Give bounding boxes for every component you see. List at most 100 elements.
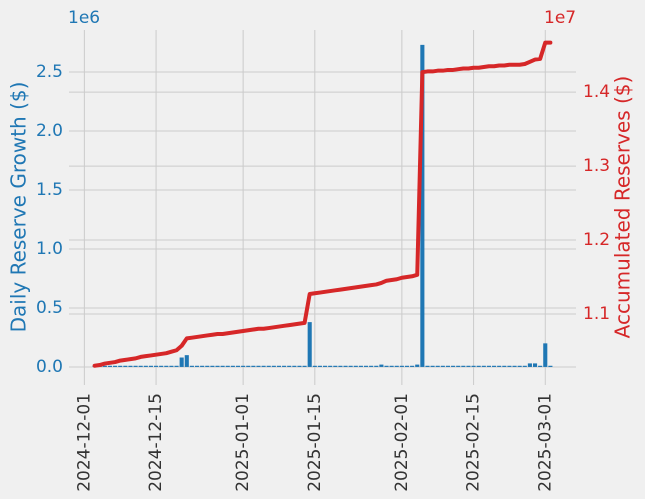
x-tick-label: 2025-02-15 [464,393,484,492]
bar [271,365,276,367]
bar [548,365,553,367]
bar [292,365,297,367]
bar [148,365,153,367]
x-tick-label: 2025-01-15 [305,393,325,492]
bar [456,365,461,367]
bar [246,365,251,367]
y2-tick-label: 1.3 [583,156,610,176]
y2-axis-label: Accumulated Reserves ($) [611,76,635,339]
bar [502,365,507,367]
bar [235,365,241,367]
y2-tick-label: 1.1 [583,304,610,324]
bar [128,365,133,367]
bar [102,365,107,367]
bar [230,365,235,367]
y-tick-label: 0.0 [36,357,63,377]
bar [353,365,358,367]
x-tick-label: 2025-01-01 [233,393,253,492]
bar [481,365,486,367]
bar [343,365,348,367]
bar [261,365,266,367]
bar [440,365,445,367]
bar [287,365,292,367]
bar [312,365,317,367]
y2-offset-label: 1e7 [544,8,576,28]
bar [497,365,502,367]
bar [379,364,384,367]
bar [476,365,481,367]
bar [512,365,517,367]
bar [517,365,522,367]
bar [430,365,435,367]
x-tick-label: 2025-02-01 [392,393,412,492]
bar [220,365,225,367]
bar [333,365,338,367]
bar [394,365,399,367]
x-tick-label: 2025-03-01 [535,393,555,492]
bar [363,365,369,367]
y-tick-label: 0.5 [36,298,63,318]
bar [543,343,548,367]
bar [251,365,256,367]
bar [358,365,363,367]
bar [369,365,374,367]
bar [169,365,174,367]
bar [276,365,282,367]
bar [323,365,328,367]
bar [522,365,527,367]
bar [302,365,307,367]
bar [486,365,491,367]
bar [256,365,261,367]
bar [123,365,128,367]
bar [189,365,194,367]
bar [538,365,543,367]
bar [415,364,420,367]
bar [133,365,138,367]
bar [282,365,287,367]
y2-tick-label: 1.4 [583,82,610,102]
bar [184,355,189,367]
bar [374,365,379,367]
bar [317,365,322,367]
bar [200,365,205,367]
bar [205,365,210,367]
y-tick-label: 1.0 [36,239,63,259]
bar [194,365,200,367]
bar [241,365,246,367]
bar [143,365,148,367]
bar [307,322,312,367]
bar [113,365,118,367]
bar [420,44,425,367]
bar [384,365,389,367]
bar [179,357,184,367]
bar [451,365,456,367]
bar [215,365,220,367]
y-offset-label: 1e6 [68,8,100,28]
bar [107,365,113,367]
bar [389,365,394,367]
y-tick-label: 1.5 [36,180,63,200]
bar [461,365,466,367]
bar [225,365,230,367]
bar [348,365,353,367]
bar [445,365,451,367]
line [92,40,553,368]
bar [492,365,497,367]
bar [435,365,440,367]
bar [266,365,271,367]
bar [164,365,169,367]
bar [328,365,333,367]
bar [425,365,430,367]
bar [532,363,538,367]
bar [210,365,215,367]
bar [471,365,476,367]
y-tick-label: 2.5 [36,62,63,82]
y-tick-label: 2.0 [36,121,63,141]
bar [527,363,532,367]
bar [118,365,123,367]
x-tick-label: 2024-12-01 [74,393,94,492]
bar [138,365,143,367]
bar [297,365,302,367]
x-tick-label: 2024-12-15 [146,393,166,492]
bar [338,365,343,367]
